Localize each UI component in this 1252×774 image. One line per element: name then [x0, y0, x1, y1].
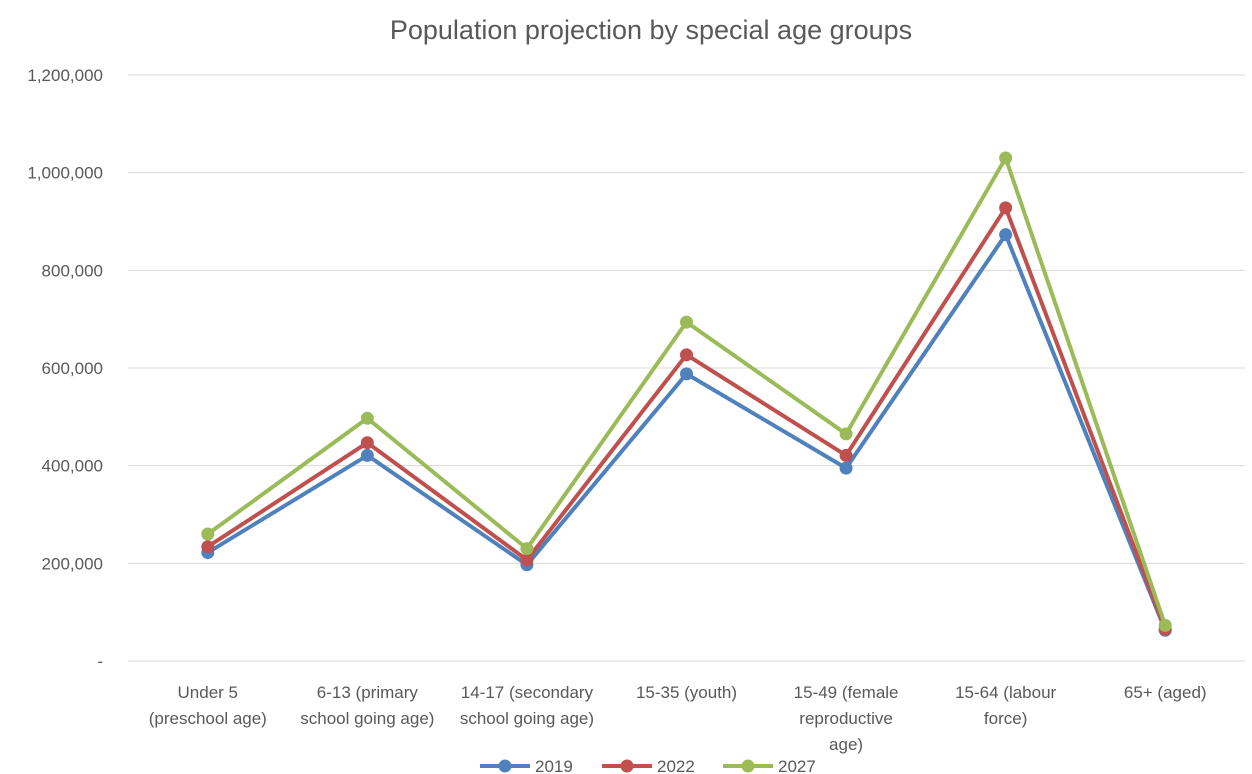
- data-point: [839, 427, 853, 441]
- series-2027: [201, 151, 1172, 632]
- data-point: [999, 151, 1013, 165]
- data-point: [680, 348, 693, 362]
- legend-label: 2027: [778, 757, 816, 774]
- y-tick-label: 400,000: [42, 457, 103, 476]
- x-tick-label: 14-17 (secondary school going age): [460, 683, 594, 728]
- legend-label: 2019: [535, 757, 573, 774]
- data-point: [520, 553, 534, 567]
- chart-title: Population projection by special age gro…: [390, 15, 912, 45]
- data-point: [680, 315, 693, 329]
- series-group: [201, 151, 1172, 637]
- legend-marker: [741, 759, 755, 773]
- y-tick-label: 800,000: [42, 261, 103, 280]
- series-line: [205, 232, 1168, 633]
- x-tick-label: 6-13 (primary school going age): [300, 683, 434, 728]
- legend-item-2022: 2022: [602, 757, 695, 774]
- x-tick-label: 15-64 (labour force): [955, 683, 1056, 728]
- data-point: [999, 228, 1013, 242]
- x-tick-label: 15-35 (youth): [636, 683, 737, 702]
- y-tick-label: -: [97, 652, 103, 671]
- data-point: [360, 448, 374, 462]
- y-tick-label: 1,200,000: [27, 66, 103, 85]
- legend-marker: [620, 759, 634, 773]
- data-point: [201, 540, 215, 554]
- legend-marker: [498, 759, 512, 773]
- x-tick-label: 15-49 (female reproductive age): [794, 683, 899, 754]
- series-line: [205, 156, 1168, 628]
- data-point: [360, 436, 374, 450]
- data-point: [999, 201, 1013, 215]
- data-point: [1158, 618, 1172, 632]
- x-tick-label: Under 5 (preschool age): [149, 683, 267, 728]
- data-point: [839, 448, 853, 462]
- data-point: [360, 411, 374, 425]
- series-2019: [201, 228, 1172, 637]
- y-tick-label: 600,000: [42, 359, 103, 378]
- gridlines: [128, 74, 1245, 662]
- y-tick-label: 1,000,000: [27, 164, 103, 183]
- legend: 2019 2022 2027: [480, 757, 816, 774]
- y-tick-label: 200,000: [42, 554, 103, 573]
- x-tick-label: 65+ (aged): [1124, 683, 1207, 702]
- series-2022: [201, 201, 1172, 636]
- x-axis: Under 5 (preschool age) 6-13 (primary schoo…: [149, 683, 1207, 754]
- legend-item-2019: 2019: [480, 757, 573, 774]
- data-point: [680, 367, 693, 381]
- y-axis: - 200,000 400,000 600,000 800,000 1,000,000 1,…: [27, 66, 103, 671]
- data-point: [520, 542, 534, 556]
- legend-item-2027: 2027: [723, 757, 816, 774]
- legend-label: 2022: [657, 757, 695, 774]
- data-point: [201, 527, 215, 541]
- data-point: [839, 461, 853, 475]
